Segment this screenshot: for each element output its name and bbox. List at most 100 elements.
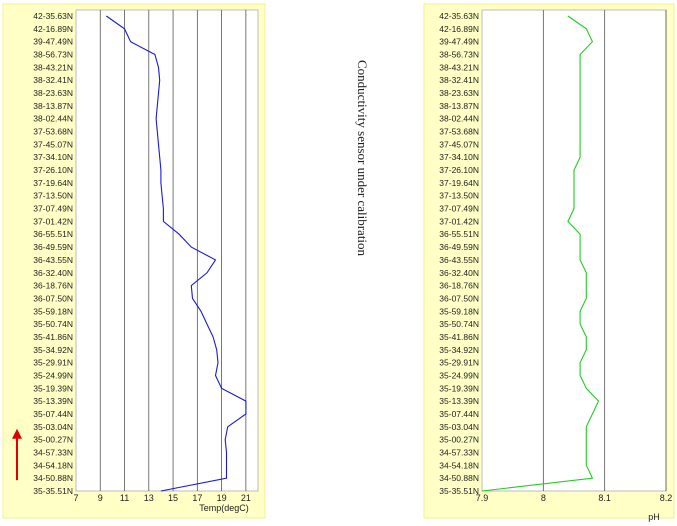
calibration-note-text: Conductivity sensor under calibration — [355, 60, 370, 257]
ph-y-tick-label: 35-34.92N — [439, 345, 479, 355]
ph-y-tick-label: 42-16.89N — [439, 24, 479, 34]
temp-y-tick-label: 36-18.76N — [33, 281, 73, 291]
ph-y-tick-label: 37-53.68N — [439, 127, 479, 137]
temp-x-tick-label: 21 — [241, 493, 251, 503]
ph-y-tick-label: 36-49.59N — [439, 242, 479, 252]
ph-y-tick-label: 36-32.40N — [439, 268, 479, 278]
temp-y-tick-label: 38-02.44N — [33, 114, 73, 124]
ph-x-axis-label: pH — [648, 512, 660, 522]
temp-y-tick-label: 38-32.41N — [33, 75, 73, 85]
temp-y-tick-label: 35-03.04N — [33, 422, 73, 432]
temp-plot-area — [75, 9, 259, 492]
temp-chart: 7 9 11 13 15 17 19 21 42-35.63N 42-16.89N 39-47.49… — [2, 3, 266, 519]
temp-x-tick-label: 15 — [168, 493, 178, 503]
calibration-note: Conductivity sensor under calibration — [352, 60, 372, 280]
temp-y-tick-label: 35-00.27N — [33, 435, 73, 445]
ph-y-tick-label: 34-50.88N — [439, 473, 479, 483]
temp-y-tick-label: 37-34.10N — [33, 152, 73, 162]
ph-y-tick-label: 35-41.86N — [439, 332, 479, 342]
temp-y-tick-label: 34-57.33N — [33, 447, 73, 457]
ph-y-tick-label: 37-13.50N — [439, 191, 479, 201]
ph-y-tick-label: 36-07.50N — [439, 293, 479, 303]
ph-series-line — [481, 15, 600, 492]
temp-y-tick-label: 36-49.59N — [33, 242, 73, 252]
ph-y-tick-label: 37-34.10N — [439, 152, 479, 162]
ph-y-tick-label: 38-23.63N — [439, 88, 479, 98]
ph-y-tick-label: 35-03.04N — [439, 422, 479, 432]
ph-y-tick-label: 38-43.21N — [439, 62, 479, 72]
ph-plot-area — [481, 9, 667, 492]
ph-x-tick-label: 8.2 — [660, 493, 673, 503]
ph-y-tick-label: 42-35.63N — [439, 11, 479, 21]
temp-x-tick-label: 19 — [217, 493, 227, 503]
ph-y-tick-label: 35-50.74N — [439, 319, 479, 329]
ph-x-tick-label: 8 — [541, 493, 546, 503]
temp-y-tick-label: 34-50.88N — [33, 473, 73, 483]
temp-y-tick-label: 36-07.50N — [33, 293, 73, 303]
temp-series-line — [105, 15, 247, 492]
temp-x-axis-label: Temp(degC) — [199, 503, 249, 513]
temp-y-tick-label: 35-35.51N — [33, 486, 73, 496]
ph-y-tick-label: 36-55.51N — [439, 229, 479, 239]
temp-y-tick-label: 37-45.07N — [33, 139, 73, 149]
ph-y-tick-label: 35-13.39N — [439, 396, 479, 406]
temp-x-tick-label: 11 — [120, 493, 129, 503]
ph-y-tick-label: 35-29.91N — [439, 358, 479, 368]
ph-y-tick-label: 34-57.33N — [439, 447, 479, 457]
ph-y-tick-label: 35-19.39N — [439, 383, 479, 393]
ph-y-tick-label: 37-26.10N — [439, 165, 479, 175]
ph-y-tick-label: 37-07.49N — [439, 204, 479, 214]
ph-y-tick-label: 38-02.44N — [439, 114, 479, 124]
ph-y-tick-label: 37-45.07N — [439, 139, 479, 149]
temp-y-tick-label: 38-13.87N — [33, 101, 73, 111]
ph-y-tick-label: 37-19.64N — [439, 178, 479, 188]
ph-y-tick-label: 35-35.51N — [439, 486, 479, 496]
temp-y-tick-label: 42-35.63N — [33, 11, 73, 21]
ph-chart: 7.9 8 8.1 8.2 42-35.63N 42-16.89N 39-47.49N 38-… — [423, 3, 675, 522]
temp-y-tick-label: 37-07.49N — [33, 204, 73, 214]
temp-y-tick-label: 35-41.86N — [33, 332, 73, 342]
temp-y-tick-label: 37-19.64N — [33, 178, 73, 188]
temp-y-tick-label: 39-47.49N — [33, 37, 73, 47]
ph-y-tick-label: 39-47.49N — [439, 37, 479, 47]
ph-y-tick-label: 35-24.99N — [439, 370, 479, 380]
ph-y-tick-label: 35-07.44N — [439, 409, 479, 419]
ph-y-tick-label: 36-43.55N — [439, 255, 479, 265]
temp-y-tick-label: 37-53.68N — [33, 127, 73, 137]
ph-y-tick-label: 37-01.42N — [439, 216, 479, 226]
ph-y-tick-label: 35-59.18N — [439, 306, 479, 316]
temp-y-tick-label: 37-01.42N — [33, 216, 73, 226]
temp-x-tick-label: 17 — [192, 493, 202, 503]
red-up-arrow-icon — [12, 428, 22, 439]
temp-y-tick-label: 35-19.39N — [33, 383, 73, 393]
ph-y-tick-label: 38-32.41N — [439, 75, 479, 85]
temp-y-tick-label: 35-13.39N — [33, 396, 73, 406]
temp-y-tick-label: 35-24.99N — [33, 370, 73, 380]
temp-y-tick-label: 37-26.10N — [33, 165, 73, 175]
ph-y-tick-label: 38-56.73N — [439, 50, 479, 60]
temp-y-tick-label: 35-29.91N — [33, 358, 73, 368]
temp-y-tick-label: 36-32.40N — [33, 268, 73, 278]
temp-y-tick-label: 38-43.21N — [33, 62, 73, 72]
temp-x-tick-label: 9 — [98, 493, 103, 503]
ph-y-tick-label: 36-18.76N — [439, 281, 479, 291]
temp-y-tick-label: 38-56.73N — [33, 50, 73, 60]
temp-y-tick-label: 36-55.51N — [33, 229, 73, 239]
temp-y-tick-label: 35-50.74N — [33, 319, 73, 329]
temp-y-tick-label: 35-59.18N — [33, 306, 73, 316]
temp-y-tick-label: 36-43.55N — [33, 255, 73, 265]
ph-x-tick-label: 8.1 — [598, 493, 611, 503]
temp-y-tick-label: 35-07.44N — [33, 409, 73, 419]
temp-y-tick-label: 34-54.18N — [33, 460, 73, 470]
ph-y-tick-label: 38-13.87N — [439, 101, 479, 111]
temp-y-tick-label: 35-34.92N — [33, 345, 73, 355]
temp-y-tick-label: 42-16.89N — [33, 24, 73, 34]
temp-x-tick-label: 7 — [73, 493, 78, 503]
temp-y-tick-label: 38-23.63N — [33, 88, 73, 98]
ph-y-tick-label: 35-00.27N — [439, 435, 479, 445]
ph-y-tick-label: 34-54.18N — [439, 460, 479, 470]
temp-y-tick-label: 37-13.50N — [33, 191, 73, 201]
ph-x-tick-label: 7.9 — [476, 493, 489, 503]
temp-x-tick-label: 13 — [144, 493, 154, 503]
